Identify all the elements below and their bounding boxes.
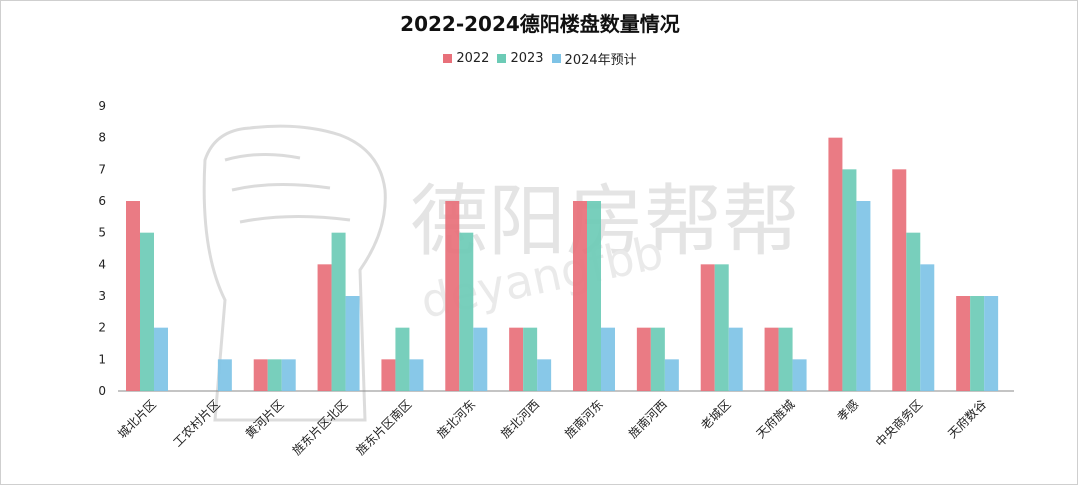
- bar-2024年预计-4: [409, 359, 424, 391]
- bar-2023-8: [650, 327, 665, 391]
- bar-2023-0: [140, 232, 154, 391]
- bar-2024年预计-0: [154, 327, 168, 391]
- bar-2023-6: [523, 327, 538, 391]
- bar-2022-6: [509, 327, 524, 391]
- bar-2023-4: [395, 327, 410, 391]
- bar-2024年预计-12: [920, 264, 935, 391]
- bar-2022-13: [956, 296, 971, 391]
- bar-2022-3: [317, 264, 332, 391]
- bar-2022-5: [445, 201, 460, 391]
- bar-2022-4: [381, 359, 396, 391]
- bar-2024年预计-11: [856, 201, 871, 391]
- bar-2024年预计-7: [601, 327, 615, 391]
- y-tick-label: 4: [98, 257, 106, 271]
- legend-item-2023: 2023: [497, 49, 544, 68]
- bar-2022-9: [700, 264, 715, 391]
- bar-2024年预计-13: [984, 296, 999, 391]
- x-tick-label: 旌北河东: [434, 397, 478, 441]
- bar-2022-2: [253, 359, 268, 391]
- y-tick-label: 5: [98, 226, 106, 240]
- x-tick-label: 孝感: [834, 397, 862, 425]
- bar-2022-11: [828, 137, 843, 391]
- bar-2024年预计-1: [217, 359, 232, 391]
- legend-item-2024: 2024年预计: [551, 49, 637, 68]
- y-tick-label: 0: [98, 384, 106, 398]
- chart-legend: 2022 2023 2024年预计: [0, 49, 1080, 68]
- bar-2024年预计-3: [345, 296, 360, 391]
- bar-2023-7: [587, 201, 601, 391]
- fist-watermark-icon: [202, 124, 387, 422]
- bar-2022-7: [573, 201, 587, 391]
- x-tick-label: 老城区: [698, 397, 733, 432]
- bar-2023-10: [778, 327, 793, 391]
- legend-swatch-2024: [551, 54, 561, 63]
- x-tick-label: 中央商务区: [872, 397, 925, 450]
- bar-2022-12: [892, 169, 907, 391]
- bar-2024年预计-10: [792, 359, 807, 391]
- legend-label-2024: 2024年预计: [564, 53, 637, 68]
- legend-swatch-2022: [443, 54, 453, 63]
- bar-2023-3: [331, 232, 346, 391]
- bar-2024年预计-2: [281, 359, 296, 391]
- x-tick-label: 旌东片区北区: [290, 397, 351, 458]
- y-tick-label: 6: [98, 194, 106, 208]
- legend-swatch-2023: [497, 54, 507, 63]
- legend-item-2022: 2022: [443, 49, 489, 68]
- y-tick-label: 2: [98, 321, 106, 335]
- bar-2024年预计-5: [473, 327, 488, 391]
- bar-2024年预计-6: [537, 359, 552, 391]
- bar-2023-12: [906, 232, 921, 391]
- watermark-cn: 德阳房帮帮: [410, 177, 800, 267]
- x-tick-label: 旌东片区南区: [353, 397, 415, 459]
- bar-2023-9: [714, 264, 729, 391]
- bar-2022-0: [126, 201, 140, 391]
- x-tick-label: 工农村片区: [170, 397, 222, 449]
- x-tick-label: 天府旌城: [753, 397, 798, 442]
- y-tick-label: 9: [98, 99, 106, 113]
- legend-label-2022: 2022: [456, 51, 490, 66]
- x-tick-label: 旌南河东: [561, 397, 606, 442]
- y-tick-label: 8: [98, 131, 106, 145]
- bar-2022-10: [764, 327, 779, 391]
- bar-2022-8: [636, 327, 651, 391]
- bar-2023-11: [842, 169, 857, 391]
- y-tick-label: 7: [98, 162, 106, 176]
- x-tick-label: 天府数谷: [945, 397, 990, 442]
- chart-title: 2022-2024德阳楼盘数量情况: [400, 12, 680, 36]
- bar-2023-13: [970, 296, 985, 391]
- x-tick-label: 旌北河西: [498, 397, 542, 441]
- bar-2023-2: [267, 359, 282, 391]
- bar-2024年预计-9: [728, 327, 743, 391]
- bar-2024年预计-8: [664, 359, 679, 391]
- x-tick-label: 旌南河西: [625, 397, 670, 442]
- y-tick-label: 1: [98, 352, 106, 366]
- bar-2023-5: [459, 232, 474, 391]
- legend-label-2023: 2023: [510, 51, 544, 66]
- x-tick-label: 城北片区: [115, 397, 159, 441]
- y-tick-label: 3: [98, 289, 106, 303]
